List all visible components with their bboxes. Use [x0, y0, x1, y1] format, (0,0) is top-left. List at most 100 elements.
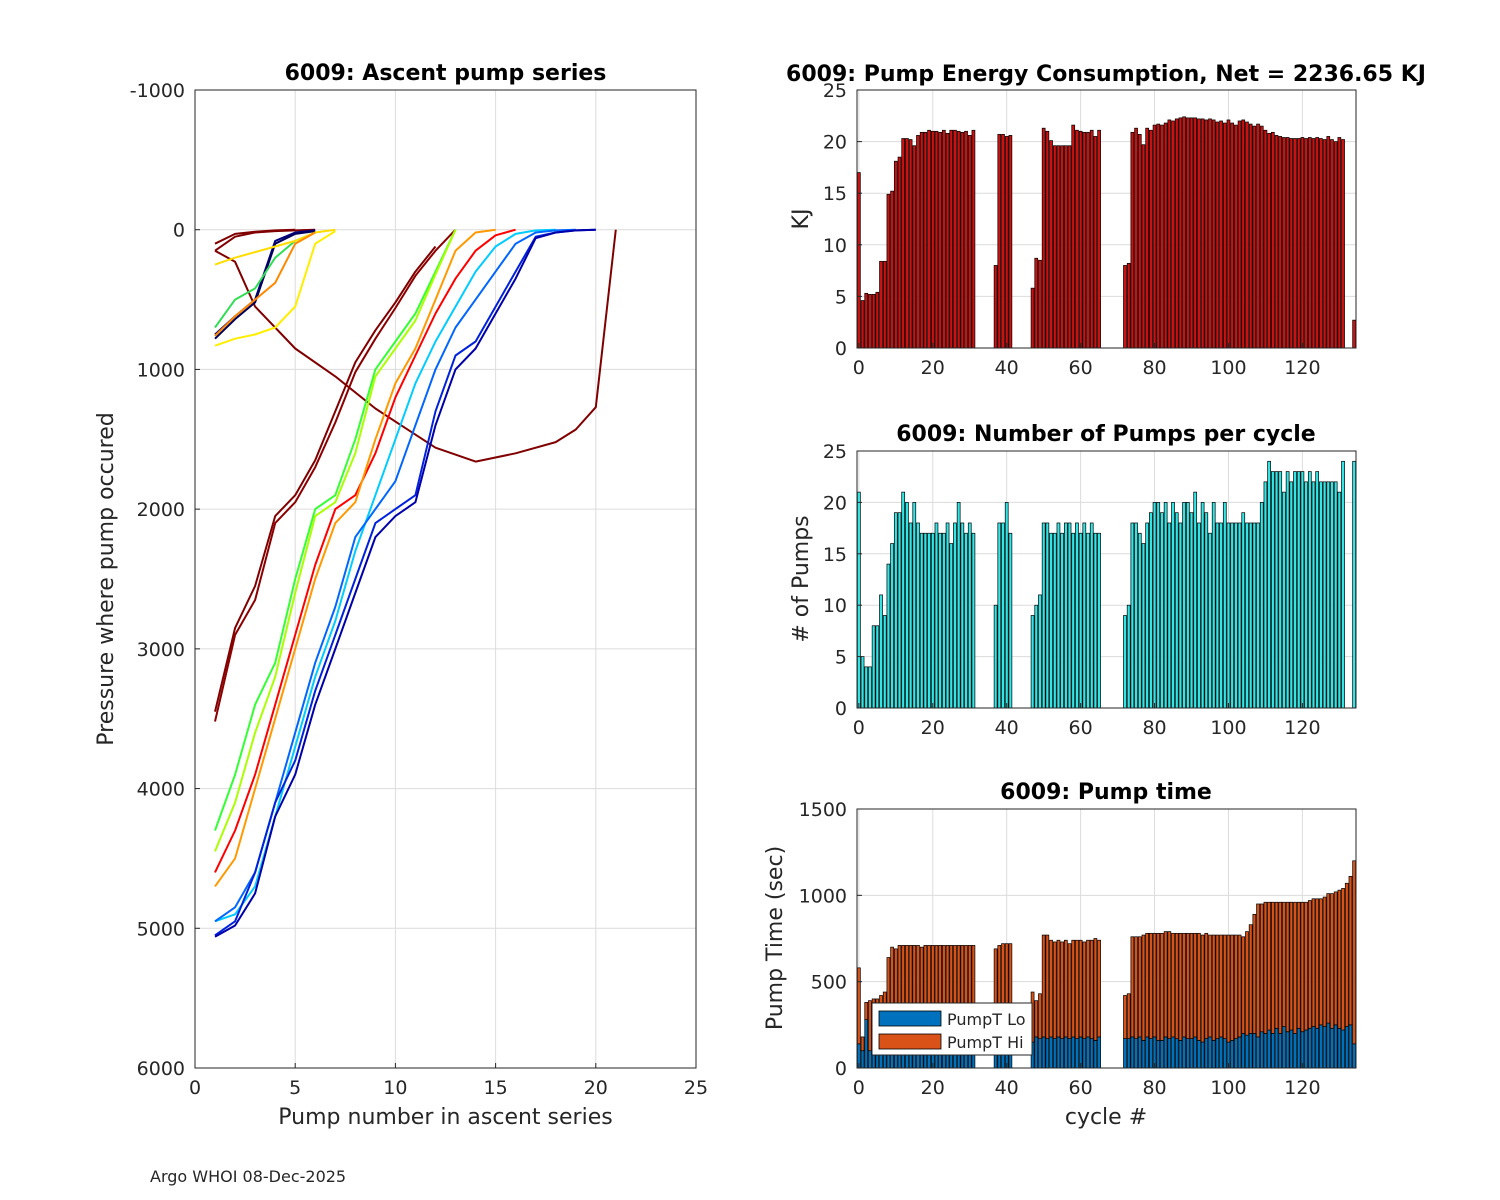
y-tick-label: 0	[835, 338, 847, 360]
bar-segment	[1311, 898, 1316, 1027]
bar	[1030, 287, 1035, 349]
bar-segment	[1156, 932, 1161, 1041]
bar	[1245, 121, 1249, 349]
bar-segment	[1034, 1036, 1039, 1069]
bar	[1137, 532, 1142, 709]
bar	[1304, 481, 1308, 709]
pumps-axes-frame	[856, 450, 1357, 709]
bar-segment	[1064, 1036, 1068, 1069]
bar	[1078, 130, 1083, 349]
bar	[949, 129, 954, 349]
bar-segment	[1189, 932, 1194, 1040]
x-tick-label: 40	[995, 1077, 1019, 1099]
bar	[901, 491, 906, 709]
bar-segment	[1222, 934, 1227, 1039]
bar-segment	[1300, 1031, 1305, 1069]
bar-segment	[1259, 1031, 1264, 1069]
bar	[1163, 122, 1168, 349]
bar-segment	[1182, 1036, 1186, 1069]
bar	[1052, 145, 1057, 349]
bar	[1008, 532, 1013, 709]
bar-segment	[1197, 932, 1201, 1041]
series-line	[214, 231, 316, 337]
bar-segment	[1097, 939, 1101, 1038]
bar	[1049, 532, 1053, 709]
bar	[1001, 134, 1005, 349]
x-tick-label: 40	[995, 717, 1019, 739]
series-line	[214, 228, 296, 245]
bar	[1285, 471, 1290, 709]
bar-segment	[1185, 932, 1190, 1040]
ascent-title: 6009: Ascent pump series	[285, 61, 607, 86]
bar	[1086, 131, 1090, 349]
series-line	[214, 229, 617, 463]
bar	[1130, 522, 1135, 709]
bar-segment	[1045, 1038, 1050, 1069]
x-tick-label: 20	[584, 1077, 608, 1099]
bar	[1156, 502, 1161, 709]
series-line	[214, 228, 596, 938]
bar	[1193, 117, 1198, 349]
series-line	[214, 229, 457, 852]
series-line	[214, 229, 457, 831]
bar	[938, 131, 943, 349]
pumptime-axes-frame	[856, 808, 1357, 1069]
energy-ylabel: KJ	[789, 209, 814, 230]
bar	[871, 293, 876, 349]
x-tick-label: 80	[1142, 357, 1166, 379]
bar	[1064, 522, 1068, 709]
bar	[1030, 615, 1035, 709]
bar	[1256, 522, 1260, 709]
bar-segment	[1086, 939, 1090, 1038]
bar-segment	[1149, 932, 1153, 1040]
bar	[934, 522, 939, 709]
bar	[1256, 123, 1260, 349]
x-tick-label: 100	[1210, 717, 1246, 739]
bar	[919, 532, 924, 709]
bar	[960, 131, 965, 349]
bar-segment	[1285, 901, 1290, 1033]
pumps-title: 6009: Number of Pumps per cycle	[896, 422, 1315, 447]
x-tick-label: 120	[1284, 357, 1320, 379]
bar	[1089, 522, 1094, 709]
bar	[997, 134, 1002, 349]
bar-segment	[1270, 1033, 1275, 1069]
legend-label-lo: PumpT Lo	[947, 1010, 1026, 1029]
bar-segment	[1337, 889, 1342, 1029]
bar	[882, 260, 887, 349]
bar-segment	[1160, 932, 1164, 1041]
y-tick-label: 0	[835, 1058, 847, 1080]
pumps-ylabel: # of Pumps	[789, 515, 814, 642]
bar-segment	[1123, 995, 1127, 1039]
bar-segment	[1241, 936, 1246, 1034]
bar	[1219, 522, 1223, 709]
bar	[1263, 129, 1268, 349]
bar	[1097, 532, 1101, 709]
bar-segment	[1234, 934, 1238, 1039]
bar	[1337, 137, 1342, 349]
bar-segment	[1352, 860, 1356, 1045]
bar-segment	[1293, 901, 1297, 1034]
bar-segment	[1056, 939, 1061, 1038]
bar-segment	[857, 967, 861, 1045]
bar-segment	[1307, 900, 1312, 1029]
bar	[1315, 471, 1320, 709]
bar	[1149, 512, 1153, 709]
bar-segment	[1267, 1029, 1271, 1069]
bar-segment	[1078, 939, 1083, 1038]
bar	[864, 292, 869, 349]
bar-segment	[1215, 934, 1220, 1039]
x-tick-label: 60	[1069, 1077, 1093, 1099]
bar-segment	[1219, 1036, 1223, 1069]
bar	[1041, 522, 1046, 709]
bar	[1226, 522, 1231, 709]
y-tick-label: 4000	[137, 779, 185, 801]
bar	[1004, 136, 1009, 349]
bar	[1304, 138, 1308, 349]
bar-segment	[1352, 1043, 1356, 1069]
bar	[923, 532, 928, 709]
bar-segment	[1285, 1031, 1290, 1069]
bar-segment	[1344, 882, 1349, 1027]
y-tick-label: 500	[811, 972, 847, 994]
bar	[942, 532, 946, 709]
